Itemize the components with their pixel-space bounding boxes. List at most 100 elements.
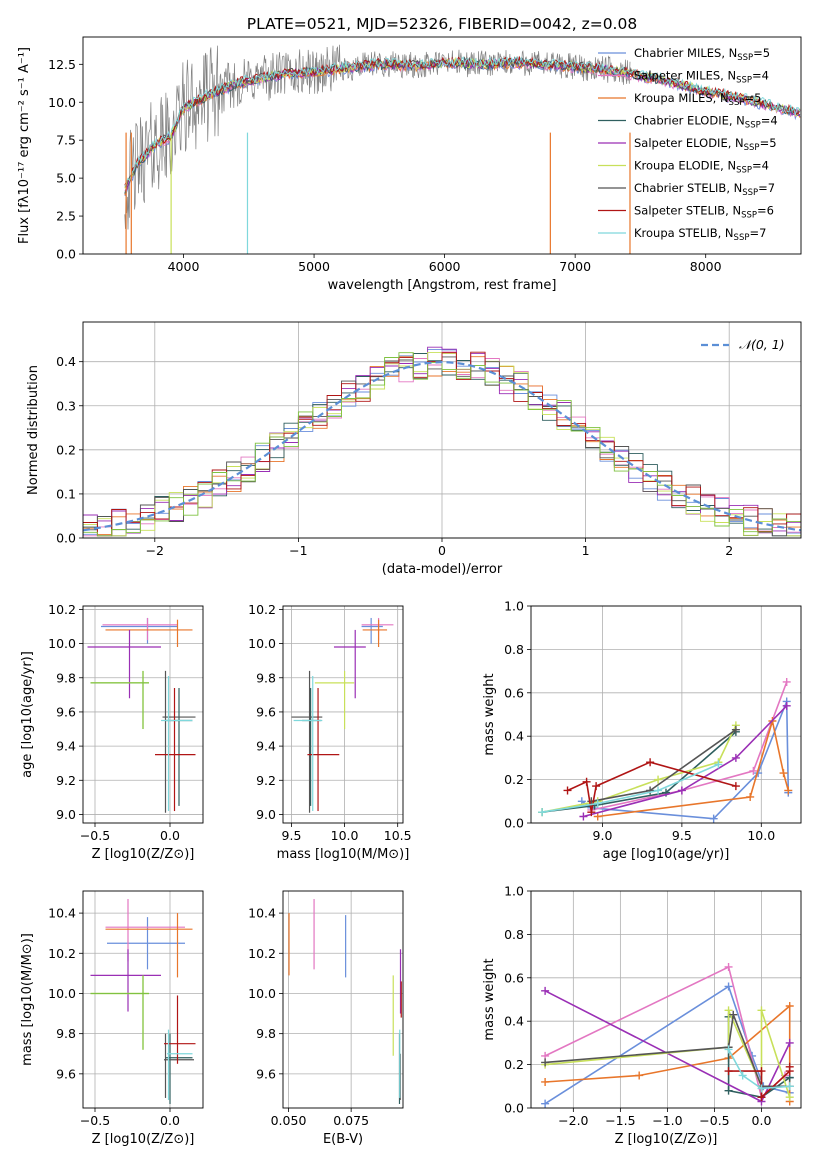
y-tick-label: 2.5 xyxy=(56,209,76,224)
mass-weight-vs-z-axes: −2.0 −1.5 −1.0 −0.5 0.0 0.0 0.2 0.4 0.6 0.8 1.0 xyxy=(504,884,801,1128)
x-axis-label: wavelength [Angstrom, rest frame] xyxy=(328,278,557,293)
mass-weight-vs-age-lines xyxy=(538,677,793,823)
spectrum-frame xyxy=(82,36,802,255)
y-tick-label: 9.0 xyxy=(56,807,76,822)
y-axis-label: mass weight xyxy=(482,673,497,755)
y-tick-label: 0.2 xyxy=(504,772,524,787)
x-tick-label: −1.5 xyxy=(605,1113,635,1128)
y-tick-label: 10.2 xyxy=(48,946,76,961)
plus-marker xyxy=(709,814,718,823)
plus-marker xyxy=(654,786,663,795)
y-tick-label: 9.6 xyxy=(256,704,276,719)
y-tick-label: 0.2 xyxy=(56,442,76,457)
model-spectrum-salpeter-stelib xyxy=(124,55,801,186)
plus-marker xyxy=(635,1071,644,1080)
plus-marker xyxy=(563,786,572,795)
series-salpeter-miles xyxy=(544,965,786,1099)
mass-vs-z-errorbars xyxy=(90,899,196,1104)
y-tick-label: 9.0 xyxy=(256,807,276,822)
x-tick-label: 0.075 xyxy=(333,1113,369,1128)
x-tick-label: −0.5 xyxy=(80,1113,110,1128)
legend-entry: Salpeter ELODIE, NSSP=5 xyxy=(634,136,777,153)
legend-entry: Chabrier STELIB, NSSP=7 xyxy=(634,181,775,198)
legend-entry: Chabrier MILES, NSSP=5 xyxy=(634,46,770,63)
plus-marker xyxy=(779,769,788,778)
y-tick-label: 0.6 xyxy=(504,970,524,985)
y-tick-label: 0.0 xyxy=(504,816,524,831)
mass-vs-ebv-axes: 0.050 0.075 9.6 9.8 10.0 10.2 10.4 xyxy=(248,891,403,1128)
plus-marker xyxy=(785,1093,794,1102)
plus-marker xyxy=(677,786,686,795)
x-axis-label: (data-model)/error xyxy=(382,562,503,577)
y-tick-label: 9.6 xyxy=(56,704,76,719)
y-tick-label: 12.5 xyxy=(48,57,76,72)
x-tick-label: 0.0 xyxy=(160,828,180,843)
plus-marker xyxy=(593,799,602,808)
y-tick-label: 10.0 xyxy=(48,636,76,651)
plus-marker xyxy=(592,782,601,791)
y-axis-label: Normed distribution xyxy=(26,365,41,495)
plus-marker xyxy=(738,1071,747,1080)
age-vs-mass-errorbars xyxy=(291,617,394,813)
plus-marker xyxy=(541,1099,550,1108)
y-tick-label: 5.0 xyxy=(56,171,76,186)
y-tick-label: 10.0 xyxy=(248,636,276,651)
x-tick-label: 8000 xyxy=(690,259,722,274)
plus-marker xyxy=(654,775,663,784)
x-tick-label: −1.0 xyxy=(652,1113,682,1128)
y-tick-label: 0.4 xyxy=(504,1014,524,1029)
plus-marker xyxy=(729,1010,738,1019)
plus-marker xyxy=(541,986,550,995)
y-tick-label: 0.1 xyxy=(56,486,76,501)
x-tick-label: 9.5 xyxy=(672,828,692,843)
x-tick-label: 5000 xyxy=(298,259,330,274)
y-tick-label: 0.0 xyxy=(56,247,76,262)
mass-vs-z-axes: −0.5 0.0 9.6 9.8 10.0 10.2 10.4 xyxy=(48,891,203,1128)
plus-marker xyxy=(724,962,733,971)
x-tick-label: 1 xyxy=(582,543,590,558)
spectrum-lines xyxy=(124,44,801,254)
plus-marker xyxy=(782,701,791,710)
spectrum-axes: 4000 5000 6000 7000 8000 0.0 2.5 5.0 7.5 10.0 12.5 xyxy=(48,57,721,274)
x-tick-label: −0.5 xyxy=(80,828,110,843)
plus-marker xyxy=(724,1067,733,1076)
plus-marker xyxy=(785,1038,794,1047)
y-tick-label: 0.8 xyxy=(504,927,524,942)
residual-histogram-axes: −2 −1 0 1 2 0.0 0.1 0.2 0.3 0.4 xyxy=(56,322,801,558)
x-tick-label: 9.5 xyxy=(282,828,302,843)
y-tick-label: 0.4 xyxy=(56,354,76,369)
plus-marker xyxy=(731,725,740,734)
x-tick-label: 0.050 xyxy=(271,1113,307,1128)
y-tick-label: 9.8 xyxy=(256,670,276,685)
plus-marker xyxy=(785,1082,794,1091)
mass-vs-ebv-errorbars xyxy=(288,899,402,1104)
plus-marker xyxy=(724,1006,733,1015)
plus-marker xyxy=(746,792,755,801)
y-tick-label: 0.0 xyxy=(504,1101,524,1116)
plus-marker xyxy=(541,1077,550,1086)
y-tick-label: 0.0 xyxy=(56,531,76,546)
mass-vs-z-frame xyxy=(82,890,204,1109)
y-tick-label: 10.4 xyxy=(48,906,76,921)
y-tick-label: 10.2 xyxy=(248,946,276,961)
y-tick-label: 9.2 xyxy=(256,773,276,788)
mass-vs-ebv-frame xyxy=(282,890,404,1109)
x-tick-label: 10.0 xyxy=(331,828,359,843)
mass-weight-vs-z-frame xyxy=(530,890,802,1109)
plus-marker xyxy=(538,808,547,817)
y-axis-label: age [log10(age/yr)] xyxy=(20,651,35,778)
x-tick-label: 10.5 xyxy=(384,828,412,843)
x-axis-label: Z [log10(Z/Z⊙)] xyxy=(615,1132,718,1147)
plus-marker xyxy=(587,808,596,817)
legend-entry: Kroupa ELODIE, NSSP=4 xyxy=(634,159,769,176)
x-tick-label: 7000 xyxy=(559,259,591,274)
legend-entry: Salpeter STELIB, NSSP=6 xyxy=(634,204,774,221)
y-tick-label: 9.6 xyxy=(56,1066,76,1081)
x-tick-label: 6000 xyxy=(429,259,461,274)
mass-weight-vs-z-lines xyxy=(541,962,794,1108)
plus-marker xyxy=(646,758,655,767)
plus-marker xyxy=(646,786,655,795)
plus-marker xyxy=(593,812,602,821)
plus-marker xyxy=(757,1093,766,1102)
y-axis-label: mass [log10(M/M⊙)] xyxy=(20,933,35,1066)
